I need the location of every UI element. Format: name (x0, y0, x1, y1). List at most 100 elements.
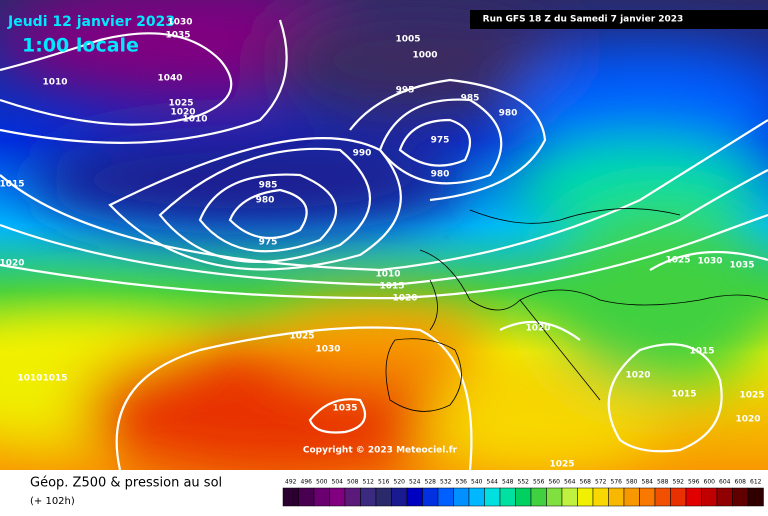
scale-swatch (391, 487, 408, 507)
scale-swatch (453, 487, 470, 507)
scale-swatch (530, 487, 547, 507)
scale-label: 548 (502, 479, 514, 486)
scale-label: 540 (471, 479, 483, 486)
valid-date: Jeudi 12 janvier 2023 (7, 14, 175, 30)
scale-swatch (422, 487, 439, 507)
scale-swatch (298, 487, 315, 507)
scale-swatch (437, 487, 454, 507)
isobar-label: 1025 (739, 391, 764, 401)
scale-label: 580 (626, 479, 638, 486)
isobar-label: 1020 (392, 294, 417, 304)
isobar-label: 1035 (332, 404, 357, 414)
isobar-label: 1005 (395, 35, 420, 45)
scale-label: 496 (301, 479, 313, 486)
isobar-label: 980 (431, 170, 450, 180)
isobar-label: 1010 (42, 78, 67, 88)
scale-swatch (561, 487, 578, 507)
scale-label: 532 (440, 479, 452, 486)
scale-swatch (732, 487, 749, 507)
scale-label: 508 (347, 479, 359, 486)
scale-swatch (639, 487, 656, 507)
local-time: 1:00 locale (22, 35, 139, 57)
scale-swatch (577, 487, 594, 507)
scale-label: 600 (704, 479, 716, 486)
scale-label: 524 (409, 479, 421, 486)
scale-swatch (592, 487, 609, 507)
scale-swatch (375, 487, 392, 507)
scale-swatch (515, 487, 532, 507)
legend-title: Géop. Z500 & pression au sol (30, 476, 222, 491)
scale-swatch (670, 487, 687, 507)
isobar-label: 1015 (42, 374, 67, 384)
scale-label: 492 (285, 479, 297, 486)
isobar-label: 1025 (549, 460, 574, 470)
lead-time: (+ 102h) (30, 496, 75, 507)
scale-label: 604 (719, 479, 731, 486)
isobar-label: 1020 (170, 108, 195, 118)
isobar-label: 990 (353, 149, 372, 159)
isobar-label: 1020 (0, 259, 25, 269)
scale-swatch (654, 487, 671, 507)
run-banner (470, 10, 768, 29)
scale-label: 560 (549, 479, 561, 486)
isobar-label: 1040 (157, 74, 182, 84)
isobar-label: 1035 (729, 261, 754, 271)
isobar-label: 985 (259, 181, 278, 191)
isobar-label: 1010 (375, 270, 400, 280)
isobar-label: 1030 (167, 18, 192, 28)
isobar-label: 1015 (671, 390, 696, 400)
isobar-label: 995 (396, 86, 415, 96)
isobar-label: 1025 (289, 332, 314, 342)
run-info: Run GFS 18 Z du Samedi 7 janvier 2023 (483, 15, 684, 25)
isobar-label: 1010 (182, 115, 207, 125)
scale-label: 500 (316, 479, 328, 486)
scale-swatch (747, 487, 764, 507)
scale-swatch (546, 487, 563, 507)
isobar-label: 1000 (412, 51, 437, 61)
scale-label: 516 (378, 479, 390, 486)
scale-label: 612 (750, 479, 762, 486)
scale-label: 608 (735, 479, 747, 486)
scale-swatch (484, 487, 501, 507)
scale-swatch (716, 487, 733, 507)
scale-swatch (499, 487, 516, 507)
isobar-label: 975 (259, 238, 278, 248)
scale-label: 576 (611, 479, 623, 486)
scale-swatch (313, 487, 330, 507)
isobar-label: 1030 (697, 257, 722, 267)
scale-swatch (608, 487, 625, 507)
scale-swatch (685, 487, 702, 507)
isobar-label: 1030 (315, 345, 340, 355)
isobar-label: 1020 (735, 415, 760, 425)
scale-label: 556 (533, 479, 545, 486)
scale-label: 504 (332, 479, 344, 486)
isobar-label: 980 (499, 109, 518, 119)
scale-swatch (329, 487, 346, 507)
scale-label: 536 (456, 479, 468, 486)
scale-swatch (406, 487, 423, 507)
isobar-label: 1015 (379, 282, 404, 292)
scale-swatch (344, 487, 361, 507)
scale-swatch (623, 487, 640, 507)
isobar-label: 1020 (525, 324, 550, 334)
scale-swatch (468, 487, 485, 507)
scale-label: 564 (564, 479, 576, 486)
isobar-label: 1020 (625, 371, 650, 381)
scale-swatch (701, 487, 718, 507)
scale-label: 584 (642, 479, 654, 486)
scale-label: 572 (595, 479, 607, 486)
scale-label: 568 (580, 479, 592, 486)
scale-label: 528 (425, 479, 437, 486)
isobar-label: 1015 (689, 347, 714, 357)
isobar-label: 1025 (168, 99, 193, 109)
isobar-label: 980 (256, 196, 275, 206)
scale-label: 544 (487, 479, 499, 486)
map-field (0, 0, 768, 470)
scale-label: 512 (363, 479, 375, 486)
scale-label: 596 (688, 479, 700, 486)
scale-label: 592 (673, 479, 685, 486)
isobar-label: 1015 (0, 180, 25, 190)
scale-label: 588 (657, 479, 669, 486)
copyright: Copyright © 2023 Meteociel.fr (303, 446, 458, 456)
